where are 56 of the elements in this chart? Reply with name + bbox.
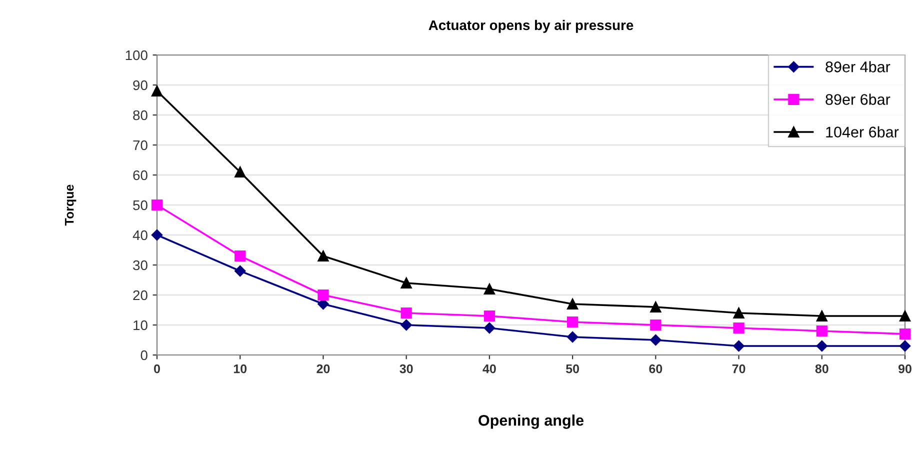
- point: [567, 316, 578, 328]
- point: [816, 340, 828, 352]
- point: [566, 331, 578, 343]
- y-tick-label: 50: [133, 200, 148, 210]
- point: [400, 277, 412, 289]
- point: [816, 310, 828, 322]
- point: [151, 229, 163, 241]
- point: [151, 199, 163, 211]
- point: [650, 334, 662, 346]
- point: [400, 319, 412, 331]
- point: [400, 307, 412, 319]
- point: [151, 85, 163, 97]
- x-tick-label: 40: [482, 364, 496, 374]
- x-axis-title: Opening angle: [478, 414, 584, 429]
- y-tick-label: 70: [133, 140, 148, 150]
- y-tick-label: 40: [132, 230, 148, 240]
- point: [733, 322, 744, 334]
- x-tick-label: 20: [316, 364, 330, 374]
- y-tick-label: 30: [133, 260, 148, 270]
- point: [733, 307, 744, 319]
- y-tick-label: 0: [140, 350, 148, 360]
- y-tick-label: 90: [133, 80, 148, 90]
- y-tick-label: 100: [126, 50, 148, 60]
- x-tick-label: 50: [566, 364, 579, 374]
- y-tick-label: 20: [133, 290, 148, 300]
- point: [567, 298, 578, 310]
- point: [234, 166, 246, 178]
- point: [318, 250, 329, 262]
- point: [484, 310, 495, 322]
- x-tick-label: 0: [154, 364, 160, 374]
- x-tick-label: 80: [815, 364, 828, 374]
- point: [733, 340, 744, 352]
- x-tick-label: 10: [234, 364, 247, 374]
- point: [484, 283, 495, 295]
- legend-label: 89er 6bar: [826, 94, 890, 105]
- point: [899, 310, 911, 322]
- chart-title: Actuator opens by air pressure: [428, 20, 634, 33]
- y-tick-label: 60: [133, 170, 148, 180]
- x-tick-label: 90: [898, 364, 912, 374]
- point: [234, 265, 246, 277]
- point: [318, 289, 329, 301]
- x-tick-label: 30: [400, 364, 413, 374]
- point: [234, 250, 246, 262]
- point: [484, 322, 496, 334]
- point: [899, 340, 911, 352]
- point: [816, 325, 828, 337]
- x-tick-label: 70: [732, 364, 746, 374]
- x-tick-label: 60: [649, 364, 662, 374]
- legend-label: 89er 4bar: [826, 61, 890, 72]
- point: [899, 328, 911, 340]
- y-axis-title: Torque: [64, 184, 76, 226]
- point: [650, 319, 662, 331]
- legend-label: 104er 6bar: [826, 126, 899, 138]
- y-tick-label: 10: [134, 320, 148, 330]
- point: [650, 301, 662, 313]
- y-tick-label: 80: [133, 110, 148, 120]
